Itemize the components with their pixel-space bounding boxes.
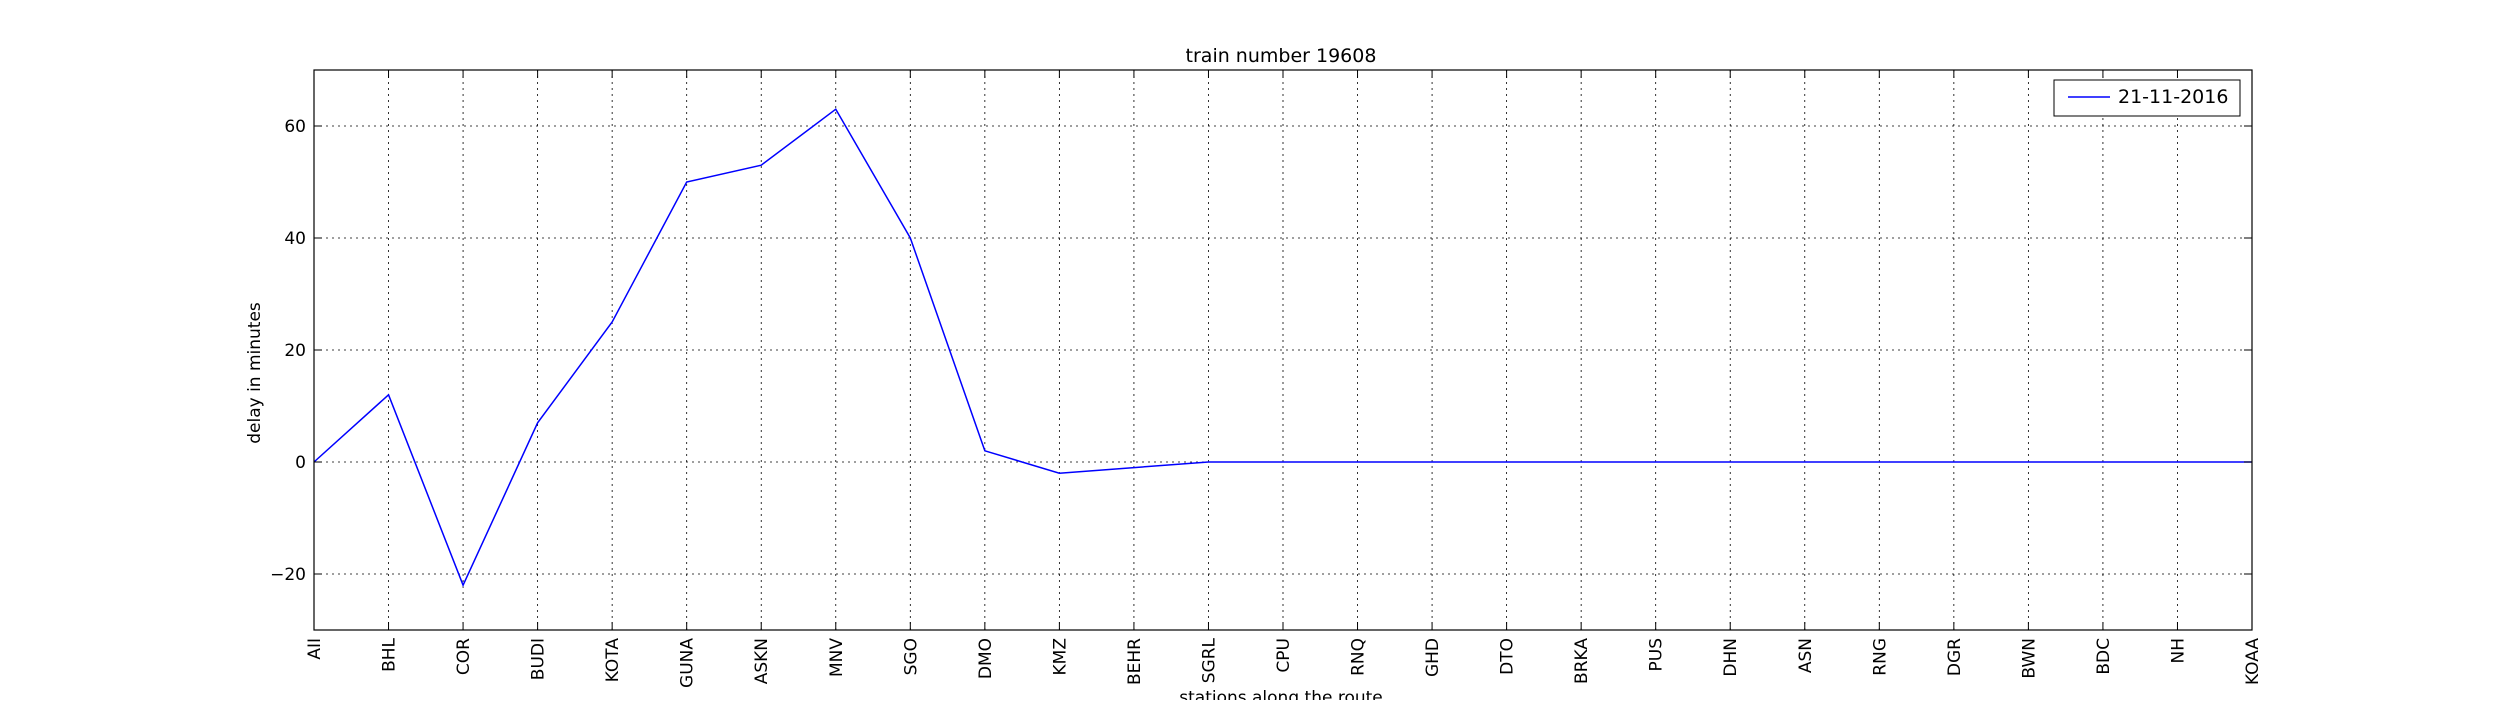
x-tick-label: ASN bbox=[1796, 638, 1816, 673]
x-tick-label: RNQ bbox=[1349, 638, 1369, 676]
x-tick-label: BEHR bbox=[1125, 638, 1145, 685]
x-tick-label: PUS bbox=[1647, 638, 1667, 672]
y-tick-label: 40 bbox=[284, 229, 306, 249]
series-layer bbox=[313, 108, 2252, 588]
x-tick-label: BRKA bbox=[1572, 638, 1592, 684]
x-tick-label: KMZ bbox=[1050, 638, 1070, 675]
x-tick-label: GHD bbox=[1423, 638, 1443, 677]
x-tick-label: BHL bbox=[380, 637, 400, 671]
x-tick-label: BDC bbox=[2094, 638, 2114, 675]
legend-box bbox=[2053, 79, 2241, 117]
y-tick-label: 60 bbox=[284, 117, 306, 137]
y-tick-label: 0 bbox=[295, 453, 306, 473]
x-tick-label: CPU bbox=[1274, 638, 1294, 673]
x-tick-label: SGO bbox=[901, 638, 921, 675]
x-tick-label: DMO bbox=[976, 638, 996, 679]
series-line bbox=[313, 108, 2252, 588]
chart-title: train number 19608 bbox=[1186, 45, 1377, 67]
x-tick-label: BWN bbox=[2019, 638, 2039, 679]
x-tick-label: BUDI bbox=[529, 638, 549, 680]
x-tick-label: COR bbox=[454, 638, 474, 675]
x-tick-label: MNV bbox=[827, 638, 847, 677]
x-tick-label: KOAA bbox=[2243, 638, 2263, 685]
x-tick-label: DHN bbox=[1721, 638, 1741, 677]
y-axis-label: delay in minutes bbox=[245, 302, 265, 444]
x-tick-label: GUNA bbox=[678, 638, 698, 688]
x-tick-label: DGR bbox=[1945, 638, 1965, 676]
x-tick-label: RNG bbox=[1870, 638, 1890, 676]
x-tick-label: KOTA bbox=[603, 638, 623, 683]
x-axis: AII BHL COR BUDI KOTA GUNA ASKN MNV SGO DMO KMZ BEH… bbox=[305, 70, 2263, 688]
x-axis-label: stations along the route bbox=[1179, 688, 1383, 700]
grid bbox=[313, 70, 2253, 630]
legend: 21-11-2016 bbox=[2053, 79, 2241, 117]
x-tick-label: NH bbox=[2168, 638, 2188, 664]
x-tick-label: SGRL bbox=[1199, 637, 1219, 683]
x-tick-label: DTO bbox=[1498, 638, 1518, 675]
x-tick-label: AII bbox=[305, 638, 325, 660]
y-tick-label: −20 bbox=[270, 565, 306, 585]
y-tick-label: 20 bbox=[284, 341, 306, 361]
y-axis: −20 0 20 40 60 bbox=[270, 117, 2252, 585]
x-tick-label: ASKN bbox=[752, 638, 772, 684]
legend-label: 21-11-2016 bbox=[2118, 86, 2228, 108]
